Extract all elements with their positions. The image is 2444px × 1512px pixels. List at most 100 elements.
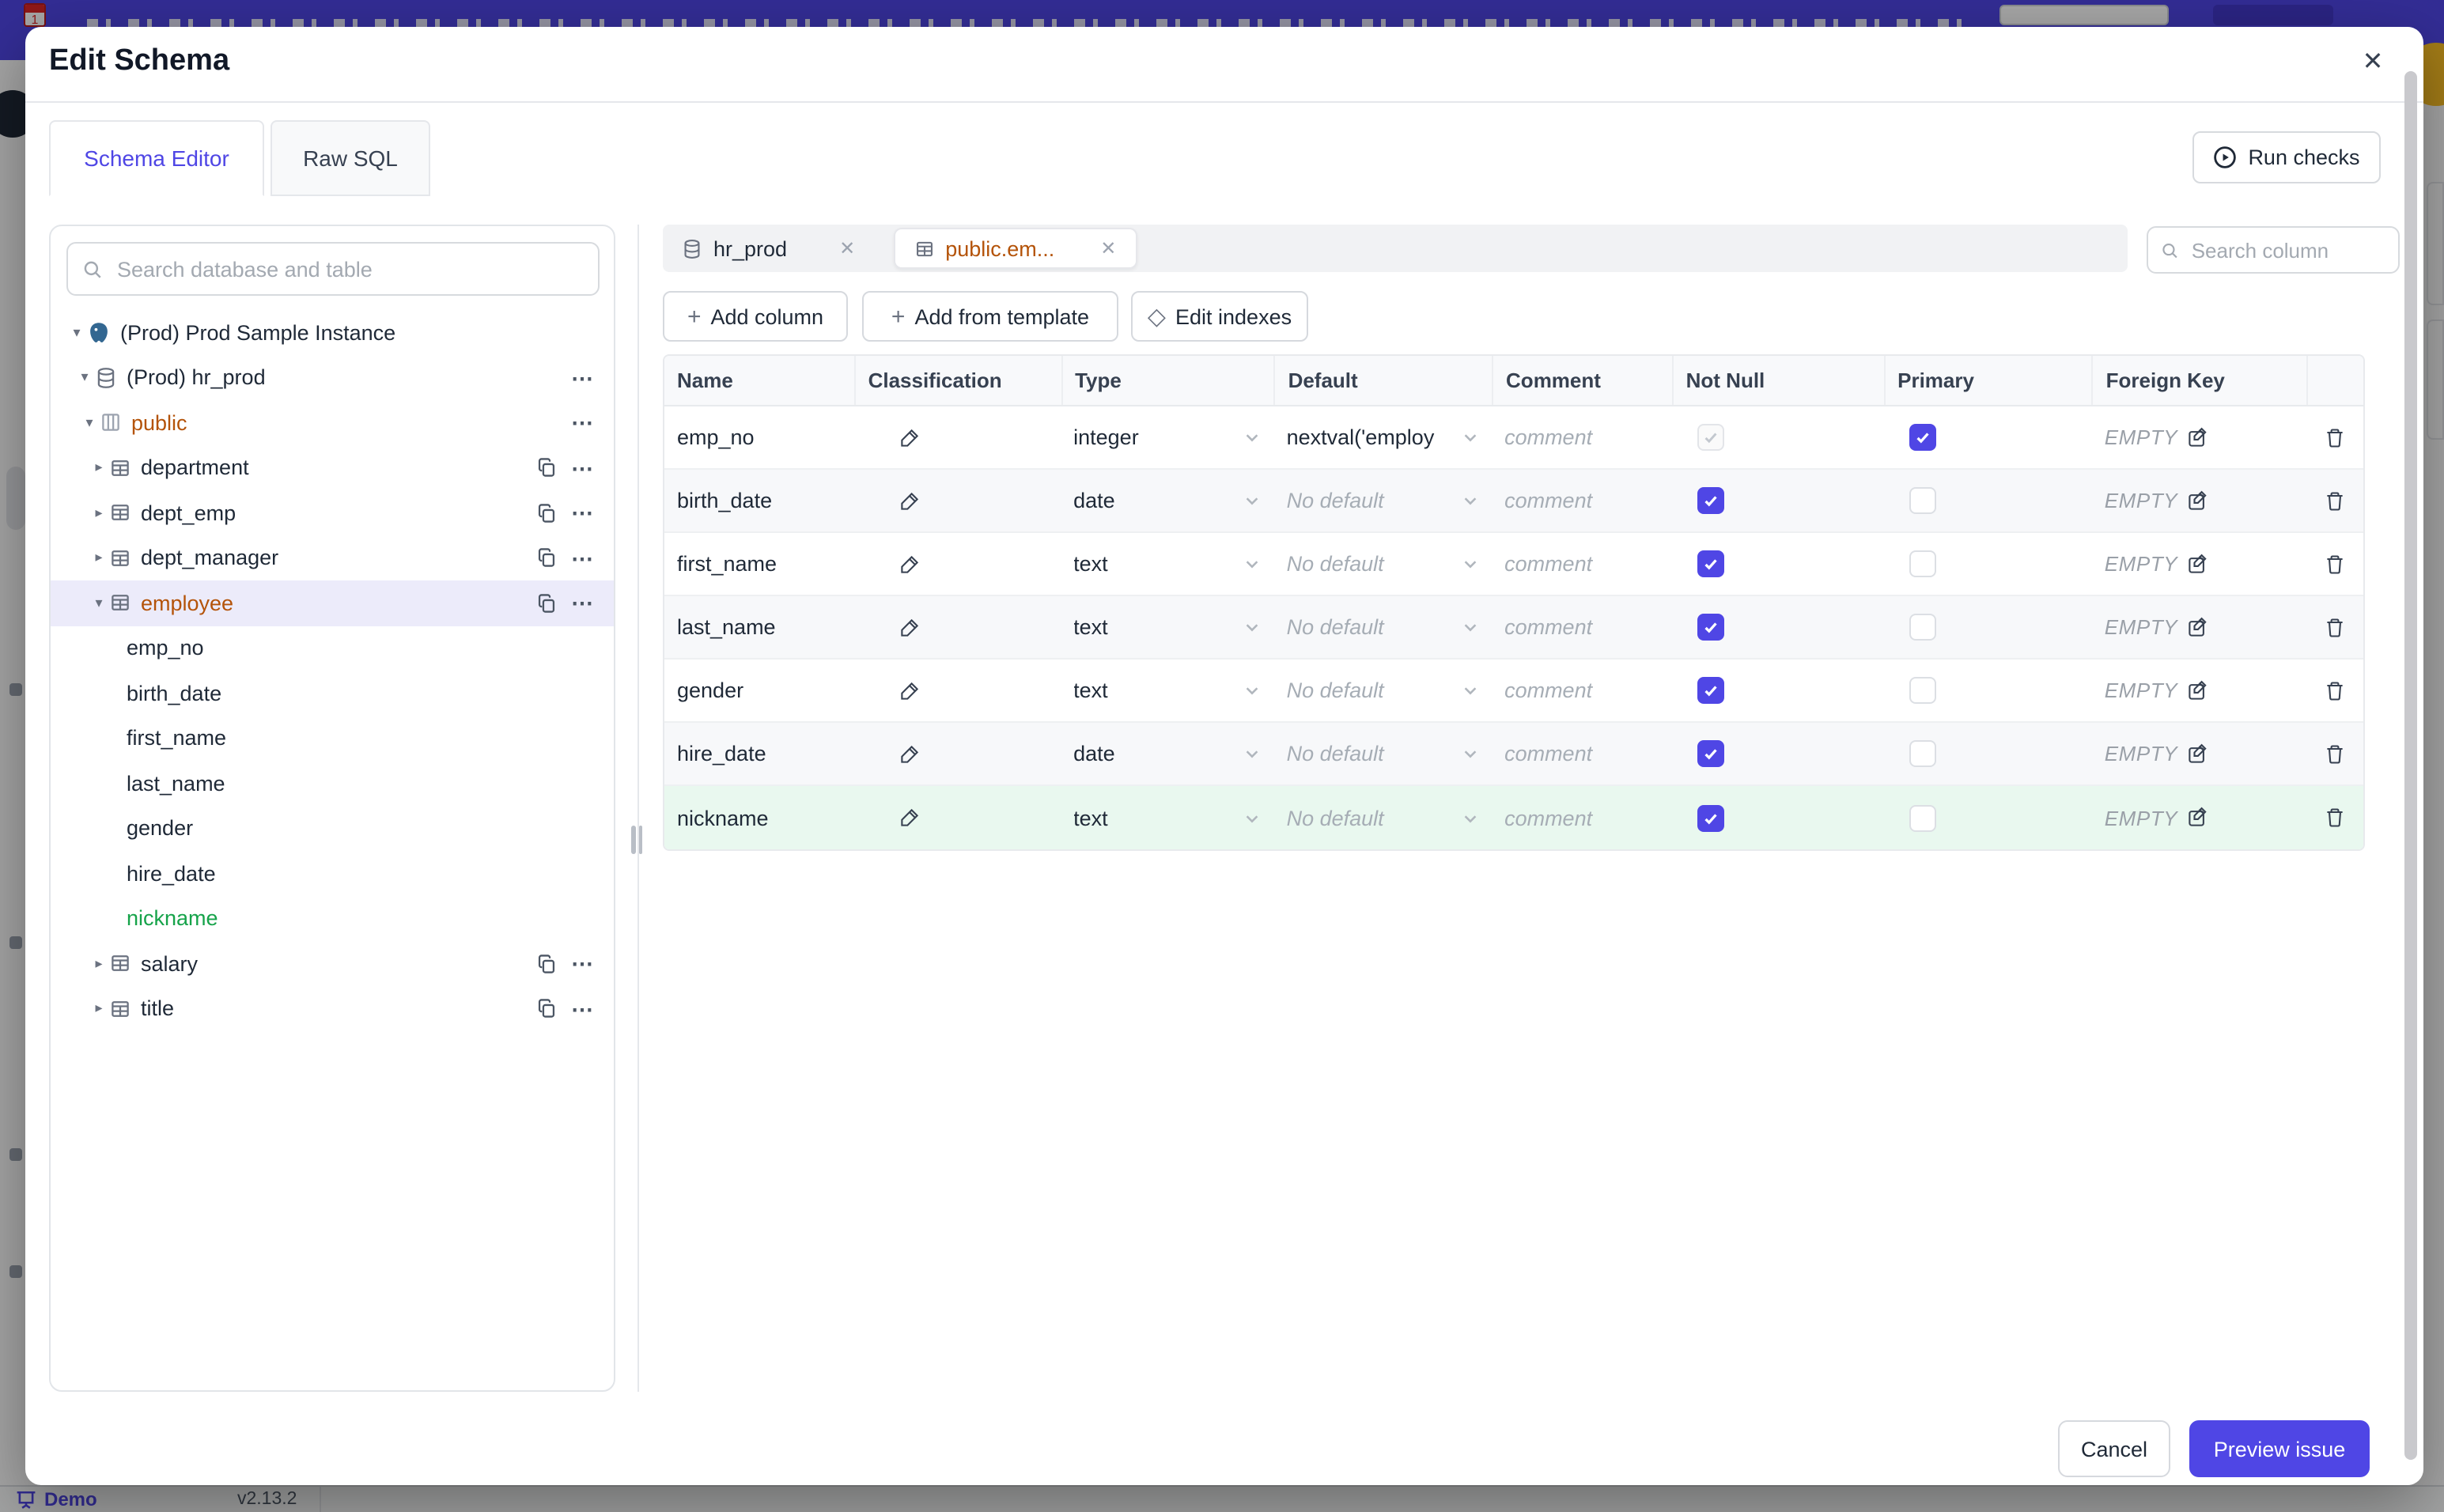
more-actions-icon[interactable]: ⋯ [571, 996, 595, 1022]
comment-input[interactable]: comment [1504, 806, 1593, 830]
classification-pencil-icon[interactable] [899, 807, 921, 829]
editor-tab-table-active[interactable]: public.em... ✕ [893, 228, 1137, 269]
edit-foreign-key-icon[interactable] [2185, 807, 2208, 829]
column-name[interactable]: nickname [677, 806, 769, 830]
tree-item-table[interactable]: ▸ department ⋯ [51, 445, 614, 490]
caret-down-icon[interactable]: ▾ [95, 594, 103, 610]
tree-item-instance[interactable]: ▾ (Prod) Prod Sample Instance [51, 310, 614, 355]
delete-row-icon[interactable] [2324, 553, 2346, 575]
tree-item-column[interactable]: birth_date [51, 671, 614, 716]
caret-right-icon[interactable]: ▸ [95, 549, 103, 565]
tree-item-table[interactable]: ▸ dept_emp ⋯ [51, 490, 614, 535]
more-actions-icon[interactable]: ⋯ [571, 410, 595, 436]
delete-row-icon[interactable] [2324, 807, 2346, 829]
type-select[interactable]: text [1073, 552, 1108, 576]
caret-right-icon[interactable]: ▸ [95, 504, 103, 520]
primary-checkbox[interactable] [1909, 487, 1936, 514]
chevron-down-icon[interactable] [1244, 555, 1262, 573]
classification-pencil-icon[interactable] [899, 743, 921, 765]
chevron-down-icon[interactable] [1462, 555, 1479, 573]
type-select[interactable]: text [1073, 679, 1108, 702]
cancel-button[interactable]: Cancel [2058, 1420, 2170, 1477]
tree-item-table-selected[interactable]: ▾ employee ⋯ [51, 580, 614, 626]
column-search[interactable] [2147, 226, 2400, 274]
tab-schema-editor[interactable]: Schema Editor [49, 120, 264, 196]
type-select[interactable]: date [1073, 489, 1115, 512]
column-search-input[interactable] [2188, 236, 2385, 263]
delete-row-icon[interactable] [2324, 490, 2346, 512]
primary-checkbox[interactable] [1909, 804, 1936, 831]
delete-row-icon[interactable] [2324, 426, 2346, 448]
tree-item-column-new[interactable]: nickname [51, 896, 614, 941]
primary-checkbox[interactable] [1909, 740, 1936, 767]
default-select[interactable]: No default [1286, 742, 1384, 765]
edit-indexes-button[interactable]: ◇ Edit indexes [1131, 291, 1308, 342]
caret-right-icon[interactable]: ▸ [95, 954, 103, 971]
primary-checkbox[interactable] [1909, 550, 1936, 577]
chevron-down-icon[interactable] [1462, 429, 1479, 446]
comment-input[interactable]: comment [1504, 679, 1593, 702]
not-null-checkbox[interactable] [1697, 550, 1724, 577]
copy-icon[interactable] [536, 593, 557, 614]
classification-pencil-icon[interactable] [899, 426, 921, 448]
tab-raw-sql[interactable]: Raw SQL [271, 120, 430, 196]
caret-right-icon[interactable]: ▸ [95, 459, 103, 475]
type-select[interactable]: text [1073, 615, 1108, 639]
preview-issue-button[interactable]: Preview issue [2189, 1420, 2370, 1477]
chevron-down-icon[interactable] [1462, 745, 1479, 762]
close-tab-icon[interactable]: ✕ [839, 237, 856, 259]
caret-down-icon[interactable]: ▾ [81, 369, 89, 385]
column-name[interactable]: first_name [677, 552, 777, 576]
panel-resizer[interactable] [637, 225, 639, 1392]
chevron-down-icon[interactable] [1244, 682, 1262, 699]
edit-foreign-key-icon[interactable] [2185, 426, 2208, 448]
not-null-checkbox[interactable] [1697, 614, 1724, 641]
tree-item-table[interactable]: ▸ dept_manager ⋯ [51, 535, 614, 580]
editor-tab-database[interactable]: hr_prod ✕ [663, 225, 874, 272]
tree-search[interactable] [66, 242, 600, 296]
tree-item-database[interactable]: ▾ (Prod) hr_prod ⋯ [51, 355, 614, 400]
more-actions-icon[interactable]: ⋯ [571, 545, 595, 571]
primary-checkbox[interactable] [1909, 614, 1936, 641]
default-select[interactable]: No default [1286, 679, 1384, 702]
primary-checkbox[interactable] [1909, 677, 1936, 704]
tree-item-column[interactable]: last_name [51, 761, 614, 806]
chevron-down-icon[interactable] [1462, 618, 1479, 636]
comment-input[interactable]: comment [1504, 552, 1593, 576]
primary-checkbox[interactable] [1909, 424, 1936, 451]
copy-icon[interactable] [536, 458, 557, 478]
not-null-checkbox[interactable] [1697, 804, 1724, 831]
edit-foreign-key-icon[interactable] [2185, 743, 2208, 765]
column-name[interactable]: gender [677, 679, 744, 702]
comment-input[interactable]: comment [1504, 425, 1593, 449]
caret-right-icon[interactable]: ▸ [95, 1000, 103, 1016]
more-actions-icon[interactable]: ⋯ [571, 590, 595, 616]
chevron-down-icon[interactable] [1244, 492, 1262, 509]
copy-icon[interactable] [536, 503, 557, 524]
tree-item-column[interactable]: hire_date [51, 851, 614, 896]
more-actions-icon[interactable]: ⋯ [571, 951, 595, 977]
edit-foreign-key-icon[interactable] [2185, 616, 2208, 638]
delete-row-icon[interactable] [2324, 743, 2346, 765]
comment-input[interactable]: comment [1504, 489, 1593, 512]
classification-pencil-icon[interactable] [899, 490, 921, 512]
type-select[interactable]: integer [1073, 425, 1139, 449]
default-select[interactable]: No default [1286, 489, 1384, 512]
tree-item-table[interactable]: ▸ title ⋯ [51, 986, 614, 1031]
resizer-drag-handle-icon[interactable] [631, 826, 642, 854]
copy-icon[interactable] [536, 954, 557, 974]
type-select[interactable]: date [1073, 742, 1115, 765]
modal-scrollbar[interactable] [2404, 71, 2417, 1460]
default-select[interactable]: No default [1286, 806, 1384, 830]
classification-pencil-icon[interactable] [899, 679, 921, 701]
chevron-down-icon[interactable] [1244, 745, 1262, 762]
caret-down-icon[interactable]: ▾ [73, 323, 81, 340]
column-name[interactable]: birth_date [677, 489, 773, 512]
chevron-down-icon[interactable] [1462, 682, 1479, 699]
tree-item-table[interactable]: ▸ salary ⋯ [51, 941, 614, 986]
chevron-down-icon[interactable] [1244, 618, 1262, 636]
default-select[interactable]: nextval('employ [1286, 425, 1435, 449]
chevron-down-icon[interactable] [1462, 492, 1479, 509]
tree-search-input[interactable] [114, 255, 584, 282]
edit-foreign-key-icon[interactable] [2185, 553, 2208, 575]
